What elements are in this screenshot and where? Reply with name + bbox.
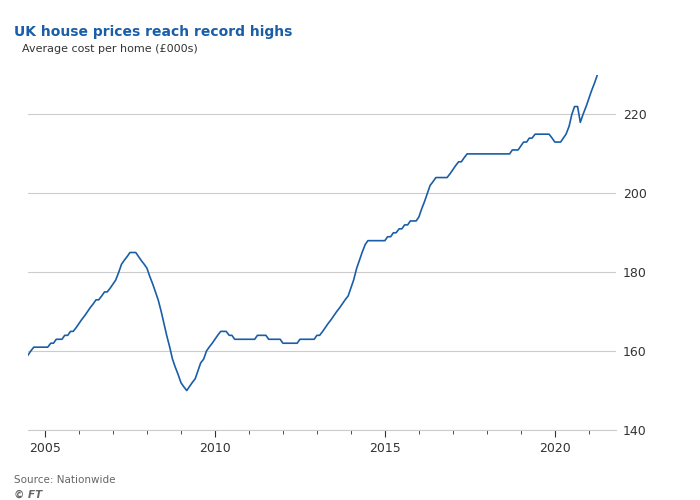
Text: © FT: © FT	[14, 490, 42, 500]
Text: Average cost per home (£000s): Average cost per home (£000s)	[22, 44, 198, 54]
Text: UK house prices reach record highs: UK house prices reach record highs	[14, 25, 293, 39]
Text: Source: Nationwide: Source: Nationwide	[14, 475, 116, 485]
